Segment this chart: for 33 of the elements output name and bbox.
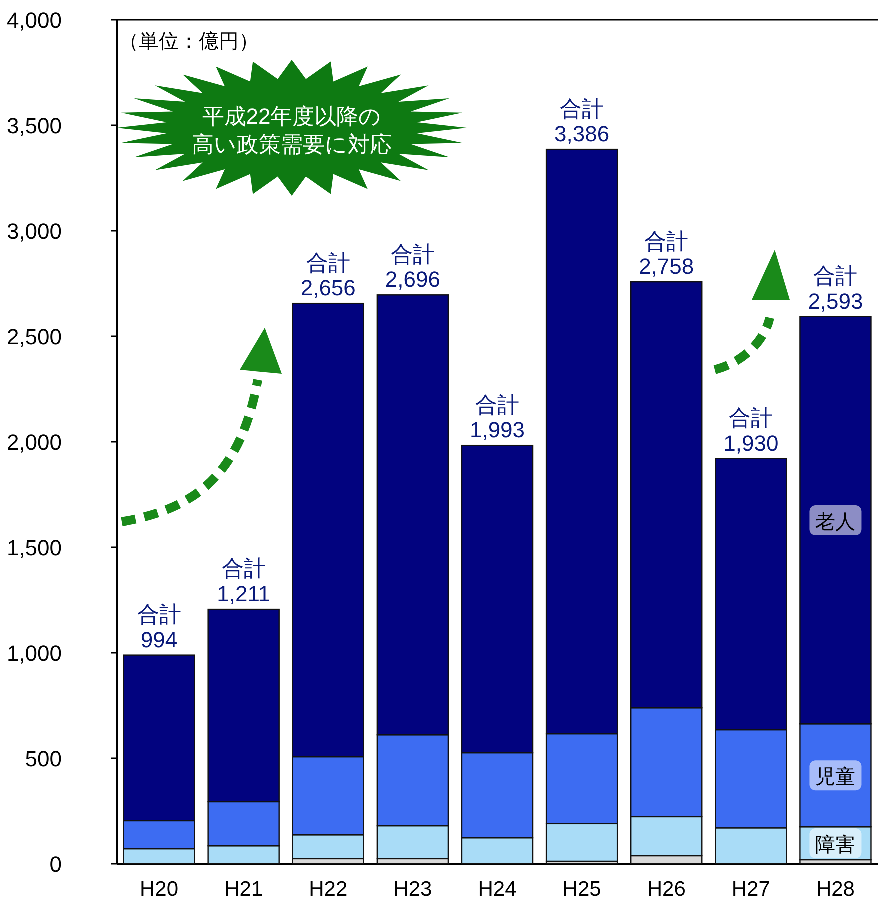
- y-tick-label: 1,000: [6, 641, 62, 666]
- series-label: 障害: [816, 834, 856, 857]
- x-tick-label: H20: [140, 878, 179, 901]
- y-tick-label: 500: [25, 746, 62, 772]
- total-label: 合計 2,593: [808, 264, 864, 314]
- x-tick-label: H23: [394, 878, 432, 901]
- total-label: 合計 1,993: [470, 392, 526, 443]
- y-tick-label: 2,500: [6, 324, 62, 350]
- total-label: 合計 2,656: [300, 250, 356, 301]
- total-label: 合計 1,930: [724, 406, 779, 456]
- total-label: 合計 2,758: [639, 228, 694, 280]
- y-tick-label: 2,000: [6, 430, 62, 455]
- x-tick-label: H25: [562, 878, 602, 901]
- total-label: 合計 994: [137, 602, 182, 652]
- total-label: 合計 1,211: [217, 556, 271, 607]
- x-tick-label: H26: [647, 878, 686, 901]
- annotation: 平成22年度以降の: [202, 104, 382, 129]
- total-label: 合計 2,696: [385, 242, 440, 292]
- annotation: （単位：億円）: [119, 31, 259, 53]
- series-label: 老人: [816, 511, 856, 534]
- series-label: 児童: [816, 766, 856, 789]
- y-tick-label: 0: [50, 852, 62, 877]
- total-label: 合計 3,386: [554, 96, 610, 147]
- y-tick-label: 3,000: [6, 219, 62, 244]
- x-tick-label: H22: [309, 878, 348, 901]
- y-tick-label: 1,500: [6, 536, 62, 560]
- x-tick-label: H24: [478, 878, 518, 901]
- y-tick-label: 4,000: [6, 8, 62, 33]
- x-tick-label: H28: [816, 878, 855, 901]
- x-tick-label: H27: [732, 878, 770, 901]
- annotation: 高い政策需要に対応: [192, 132, 392, 157]
- y-tick-label: 3,500: [6, 114, 62, 138]
- x-tick-label: H21: [224, 878, 264, 901]
